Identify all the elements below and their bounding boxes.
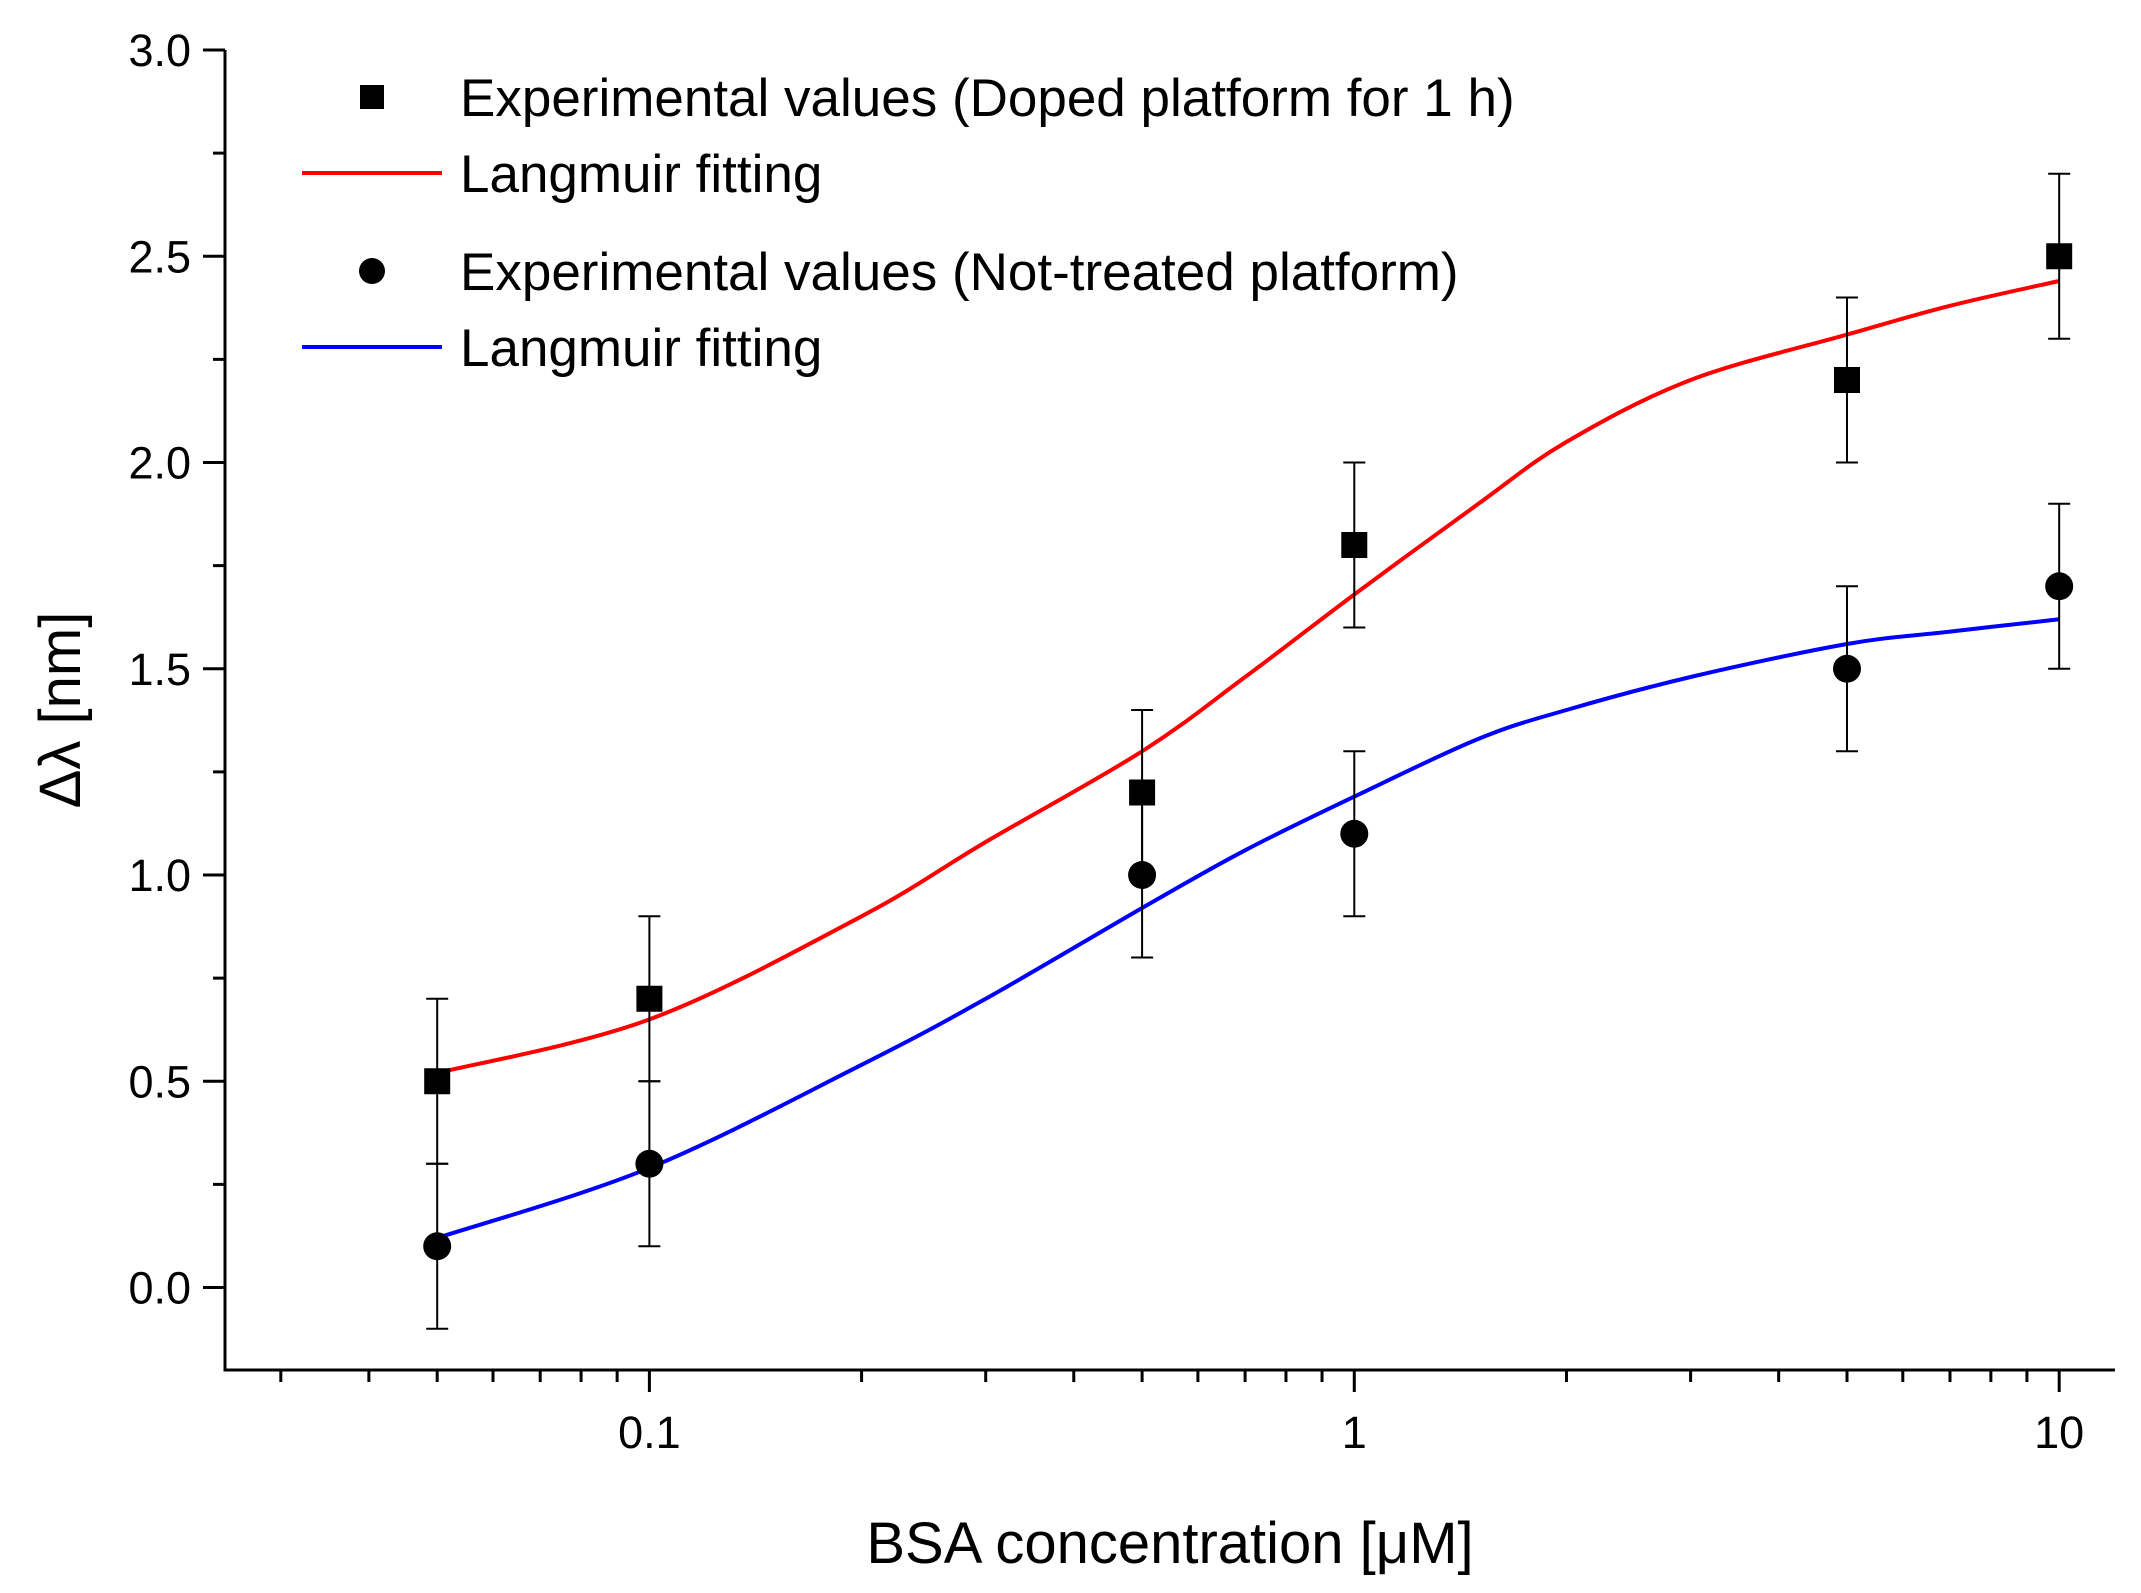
- circle-data-point: [1128, 861, 1157, 889]
- x-tick-label: 1: [1342, 1407, 1367, 1458]
- circle-data-point: [1340, 819, 1369, 848]
- langmuir-fit-line-3: [436, 617, 2060, 1240]
- y-axis-title: Δλ [nm]: [28, 612, 93, 809]
- axes: 0.0 0.5 1.0 1.5 2.0 2.5 3.0 0.1 1 10 BSA concentra…: [28, 25, 2115, 1576]
- circle-data-point: [1832, 654, 1861, 683]
- y-tick-label: 1.5: [128, 644, 191, 695]
- y-tick-label: 2.5: [128, 231, 191, 282]
- circle-data-point: [635, 1149, 664, 1178]
- circle-data-point: [423, 1232, 452, 1261]
- legend-label: Langmuir fitting: [460, 145, 822, 204]
- square-data-point: [2046, 243, 2073, 270]
- x-tick-label: 0.1: [618, 1407, 681, 1458]
- square-data-point: [424, 1068, 451, 1095]
- y-tick-label: 2.0: [128, 438, 191, 489]
- square-data-point: [1833, 367, 1860, 393]
- legend-label: Experimental values (Not-treated platfor…: [460, 243, 1459, 302]
- legend-circle-marker: [359, 258, 385, 284]
- x-tick-label: 10: [2034, 1407, 2084, 1458]
- y-tick-label: 0.5: [128, 1056, 191, 1107]
- fit-curves: [436, 279, 2060, 1240]
- legend-label: Langmuir fitting: [460, 319, 822, 378]
- legend-square-marker: [360, 85, 384, 109]
- data-points: [423, 172, 2074, 1330]
- x-axis-title: BSA concentration [μM]: [866, 1511, 1473, 1576]
- square-data-point: [1341, 532, 1368, 558]
- circle-data-point: [2045, 572, 2074, 601]
- legend-label: Experimental values (Doped platform for …: [460, 69, 1515, 128]
- legend: Experimental values (Doped platform for …: [302, 69, 1515, 378]
- y-tick-label: 3.0: [128, 25, 191, 76]
- y-tick-label: 1.0: [128, 850, 191, 901]
- square-data-point: [636, 985, 663, 1012]
- y-tick-label: 0.0: [128, 1263, 191, 1314]
- langmuir-fit-line-1: [436, 279, 2060, 1075]
